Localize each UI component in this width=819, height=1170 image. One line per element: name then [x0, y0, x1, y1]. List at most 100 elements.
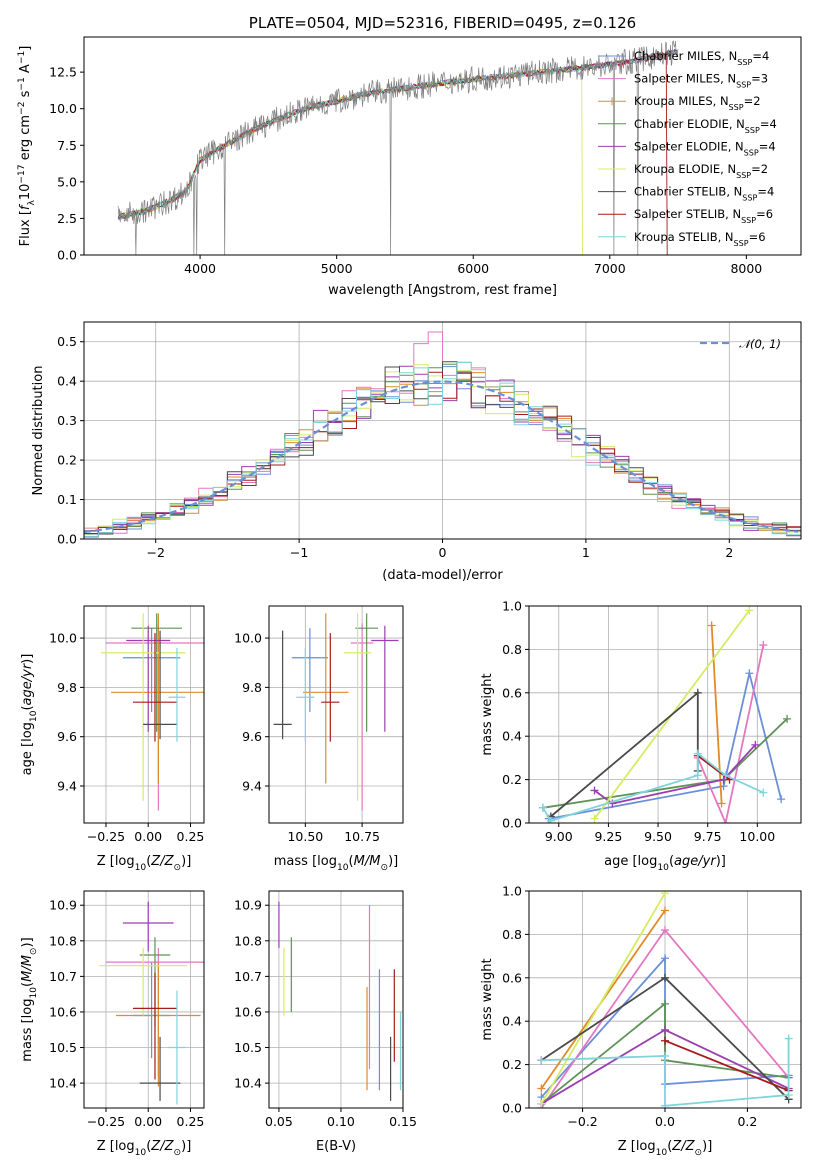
weight-series [537, 1034, 793, 1108]
errorbar-point [296, 647, 315, 742]
histogram-step [84, 362, 801, 537]
axes-frame [83, 605, 205, 824]
y-tick-label: 10.5 [234, 1040, 262, 1055]
legend-entry: Chabrier ELODIE, NSSP=4 [598, 117, 777, 135]
weight-marker [693, 688, 702, 697]
weight-marker [590, 814, 599, 823]
y-tick-label: 9.6 [57, 729, 77, 744]
legend-label: Salpeter ELODIE, NSSP=4 [634, 139, 776, 157]
model-spectrum-line [119, 64, 583, 255]
model-spectrum-line [117, 50, 678, 221]
panel-7: 0.05 0.10 0.15 10.4 10.5 10.6 10.7 10.8 10.9 E(B-… [234, 890, 417, 1154]
y-tick-label: 9.4 [57, 779, 77, 794]
y-tick-label: 10.4 [49, 1076, 77, 1091]
x-tick-label: 0 [439, 545, 447, 560]
x-axis-label: (data-model)/error [382, 568, 503, 583]
weight-marker [590, 786, 599, 795]
x-axis-label: Z [log10(Z/Z⊙)] [97, 1139, 192, 1158]
x-tick-label: 0.00 [134, 829, 162, 844]
weight-marker [783, 714, 792, 723]
model-spectrum-line [118, 49, 679, 220]
weight-marker [784, 1034, 793, 1043]
weight-marker [784, 1090, 793, 1099]
weight-marker [759, 641, 768, 650]
y-tick-label: 10.9 [234, 898, 262, 913]
y-tick-label: 0.1 [57, 492, 77, 507]
y-tick-label: 12.5 [49, 65, 77, 80]
y-axis-label: age [log10(age/yr)] [20, 654, 39, 776]
legend-label: Kroupa STELIB, NSSP=6 [634, 230, 766, 248]
weight-marker [661, 1036, 669, 1045]
legend-entry: Chabrier STELIB, NSSP=4 [598, 185, 774, 202]
errorbar-point [122, 901, 174, 952]
x-tick-label: 0.10 [327, 1114, 355, 1129]
errorbar-point [126, 625, 171, 732]
y-tick-label: 0.0 [502, 816, 522, 831]
x-axis-label: Z [log10(Z/Z⊙)] [97, 854, 192, 873]
weight-marker [661, 926, 669, 935]
weight-marker [661, 906, 669, 915]
y-tick-label: 10.0 [49, 101, 77, 116]
x-axis-label: E(B-V) [316, 1139, 356, 1154]
y-axis-label: mass weight [480, 673, 495, 755]
x-tick-label: 4000 [184, 261, 216, 276]
legend-label: Salpeter MILES, NSSP=3 [634, 72, 768, 90]
weight-series [661, 1036, 793, 1095]
axes-frame [83, 36, 802, 256]
legend-entry: Salpeter ELODIE, NSSP=4 [598, 139, 776, 157]
model-spectrum-line [117, 49, 678, 220]
y-tick-label: 0.0 [57, 532, 77, 547]
x-tick-label: −0.2 [567, 1114, 597, 1129]
y-tick-label: 2.5 [57, 211, 77, 226]
errorbar-point [321, 633, 340, 742]
y-tick-label: 10.8 [234, 933, 262, 948]
errorbar-point [111, 613, 204, 784]
panel-8: −0.2 0.0 0.2 0.0 0.2 0.4 0.6 0.8 1.0 Z [log10(Z/Z… [480, 884, 802, 1158]
errorbar-point [139, 1036, 181, 1101]
x-tick-label: −0.25 [87, 829, 125, 844]
weight-marker [661, 973, 669, 982]
x-tick-label: 5000 [321, 261, 353, 276]
x-tick-label: 9.25 [594, 829, 622, 844]
model-spectrum-line [119, 48, 678, 219]
weight-marker [537, 1084, 546, 1093]
y-tick-label: 0.2 [502, 772, 522, 787]
weight-line [540, 892, 666, 1105]
weight-marker [717, 799, 726, 808]
errorbar-point [273, 630, 292, 740]
legend-label: Chabrier MILES, NSSP=4 [634, 49, 769, 67]
y-tick-label: 10.6 [234, 1004, 262, 1019]
y-tick-label: 7.5 [57, 138, 77, 153]
legend-entry: Chabrier MILES, NSSP=4 [598, 49, 769, 67]
x-tick-label: 10.75 [344, 829, 380, 844]
x-tick-label: 6000 [457, 261, 489, 276]
y-tick-label: 0.0 [502, 1101, 522, 1116]
y-tick-label: 10.4 [234, 1076, 262, 1091]
weight-marker [707, 621, 716, 630]
y-tick-label: 0.5 [57, 334, 77, 349]
weight-marker [777, 795, 786, 804]
weight-marker [721, 771, 730, 780]
errorbar-point [303, 613, 349, 784]
legend-label: Chabrier ELODIE, NSSP=4 [634, 117, 777, 135]
weight-series [537, 891, 669, 1108]
y-tick-label: 9.8 [242, 680, 262, 695]
weight-line [542, 718, 788, 809]
x-axis-label: age [log10(age/yr)] [604, 854, 726, 873]
y-tick-label: 0.8 [502, 927, 522, 942]
legend-label: Kroupa ELODIE, NSSP=2 [634, 162, 768, 180]
y-axis-label: mass weight [480, 958, 495, 1040]
observed-spectrum-line [117, 40, 679, 255]
weight-line [696, 644, 765, 823]
errorbar-point [350, 623, 374, 811]
y-axis-label: Flux [fλ10−17 erg cm−2 s−1 A−1] [17, 46, 37, 247]
y-tick-label: 10.6 [49, 1004, 77, 1019]
panel-3: −0.25 0.00 0.25 9.4 9.6 9.8 10.0 Z [log10(Z/Z⊙)… [20, 605, 205, 873]
model-spectrum-line [119, 50, 678, 220]
weight-line [542, 751, 764, 822]
x-tick-label: 0.15 [389, 1114, 417, 1129]
weight-series [590, 740, 760, 808]
y-tick-label: 1.0 [502, 884, 522, 899]
y-tick-label: 9.4 [242, 779, 262, 794]
weight-line [710, 625, 723, 804]
